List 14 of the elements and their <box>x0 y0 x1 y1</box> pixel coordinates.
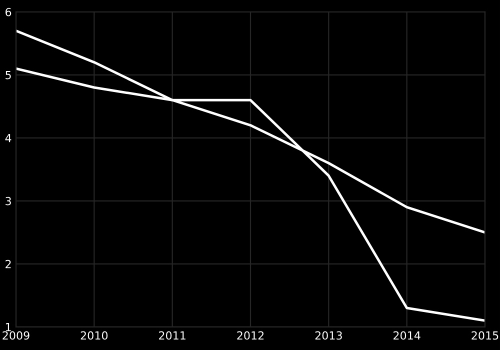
y-tick-label: 6 <box>6 8 12 16</box>
y-tick-label: 2 <box>6 260 11 268</box>
y-tick-label: 3 <box>6 196 11 206</box>
x-tick-label: 2011 <box>159 331 186 340</box>
x-tick-label: 2015 <box>472 331 498 340</box>
x-tick-label: 2014 <box>394 331 420 340</box>
y-tick-label: 1 <box>6 323 11 332</box>
y-tick-label: 5 <box>6 71 11 80</box>
y-tick-label: 4 <box>5 134 12 142</box>
x-tick-label: 2013 <box>315 331 342 340</box>
x-tick-label: 2010 <box>80 331 108 340</box>
x-tick-label: 2012 <box>237 331 264 340</box>
line-series <box>16 30 485 322</box>
x-tick-label: 2009 <box>2 331 30 340</box>
